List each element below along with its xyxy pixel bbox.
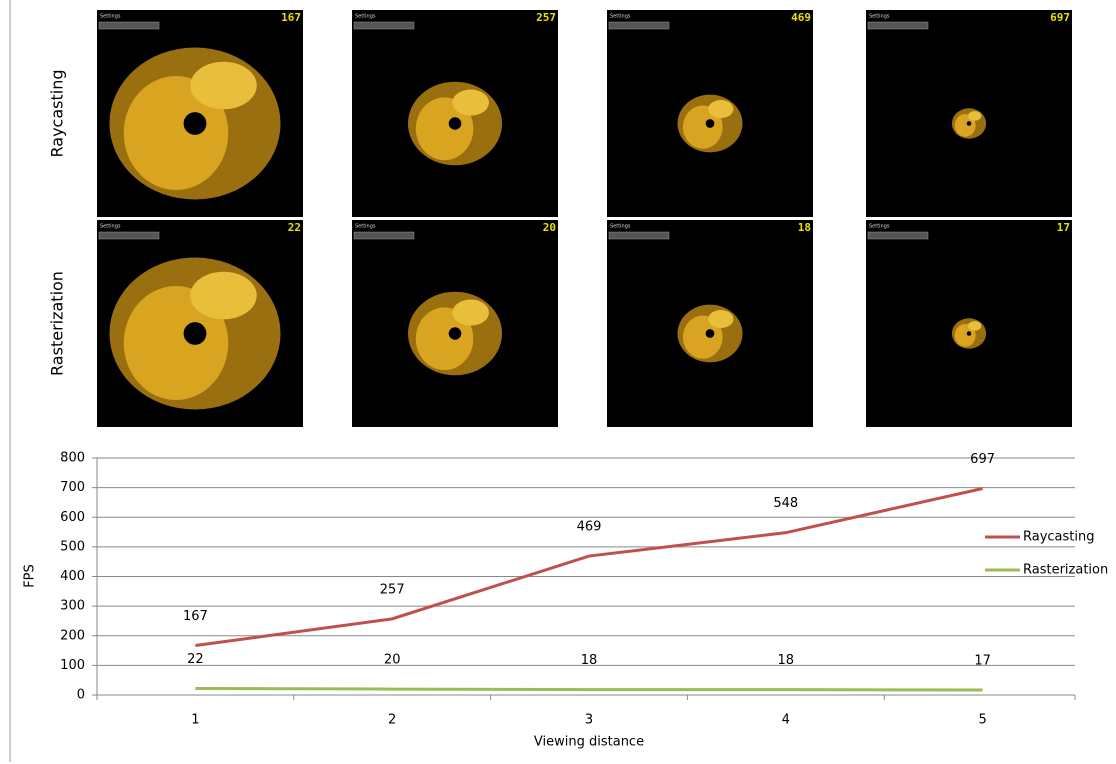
model (452, 89, 489, 116)
data-label: 257 (380, 582, 405, 597)
menu-label: Settings (100, 224, 121, 230)
menu-label: Settings (869, 224, 890, 230)
model (968, 111, 982, 121)
fps-overlay: 697 (1050, 11, 1070, 24)
menu-label: Settings (610, 14, 631, 20)
y-tick-label: 600 (60, 510, 85, 525)
row-label: Rasterization (48, 271, 67, 376)
menu-dropdown (353, 231, 415, 240)
menu-label: Settings (355, 224, 376, 230)
model (190, 61, 257, 110)
data-label: 18 (581, 653, 598, 668)
series-line (195, 487, 983, 648)
y-tick-label: 400 (60, 569, 85, 584)
menu-dropdown (867, 21, 929, 30)
data-label: 548 (773, 496, 798, 511)
y-tick-label: 100 (60, 658, 85, 673)
y-axis-title: FPS (23, 564, 38, 588)
fps-overlay: 167 (281, 11, 301, 24)
menu-label: Settings (100, 14, 121, 20)
data-label: 697 (970, 452, 995, 467)
model (190, 271, 257, 320)
model (123, 286, 229, 400)
y-tick-label: 200 (60, 628, 85, 643)
data-label: 167 (183, 609, 208, 624)
fps-overlay: 257 (536, 11, 556, 24)
menu-dropdown (608, 21, 670, 30)
model (183, 322, 207, 345)
series-line (195, 686, 983, 692)
menu-dropdown (98, 231, 160, 240)
x-tick-label: 1 (191, 713, 199, 728)
row-label: Raycasting (48, 70, 67, 158)
x-tick-label: 4 (782, 713, 790, 728)
y-tick-label: 800 (60, 451, 85, 466)
model (966, 331, 972, 336)
model (415, 307, 474, 371)
model (705, 119, 715, 128)
model (705, 329, 715, 338)
model (448, 117, 462, 130)
model (452, 299, 489, 326)
data-label: 17 (974, 653, 991, 668)
fps-overlay: 20 (543, 221, 556, 234)
model (682, 315, 723, 359)
data-label: 469 (577, 520, 602, 535)
menu-dropdown (98, 21, 160, 30)
menu-label: Settings (610, 224, 631, 230)
model (448, 327, 462, 340)
y-tick-label: 500 (60, 539, 85, 554)
x-tick-label: 5 (978, 713, 986, 728)
legend-label: Rasterization (1023, 563, 1108, 578)
fps-overlay: 469 (791, 11, 811, 24)
x-tick-label: 2 (388, 713, 396, 728)
y-tick-label: 700 (60, 480, 85, 495)
menu-dropdown (608, 231, 670, 240)
data-label: 20 (384, 653, 401, 668)
x-axis-title: Viewing distance (534, 735, 644, 750)
data-label: 22 (187, 652, 204, 667)
model (183, 112, 207, 135)
x-tick-label: 3 (585, 713, 593, 728)
y-tick-label: 0 (77, 688, 85, 703)
fps-overlay: 22 (288, 221, 301, 234)
fps-overlay: 17 (1057, 221, 1070, 234)
data-label: 18 (778, 653, 795, 668)
model (968, 321, 982, 331)
y-tick-label: 300 (60, 599, 85, 614)
model (708, 100, 734, 119)
fps-overlay: 18 (798, 221, 811, 234)
model (682, 105, 723, 149)
menu-label: Settings (869, 14, 890, 20)
menu-dropdown (867, 231, 929, 240)
model (415, 97, 474, 161)
model (966, 121, 972, 126)
model (123, 76, 229, 190)
legend-label: Raycasting (1023, 530, 1095, 545)
menu-dropdown (353, 21, 415, 30)
model (708, 310, 734, 329)
menu-label: Settings (355, 14, 376, 20)
model (954, 114, 976, 137)
model (954, 324, 976, 347)
